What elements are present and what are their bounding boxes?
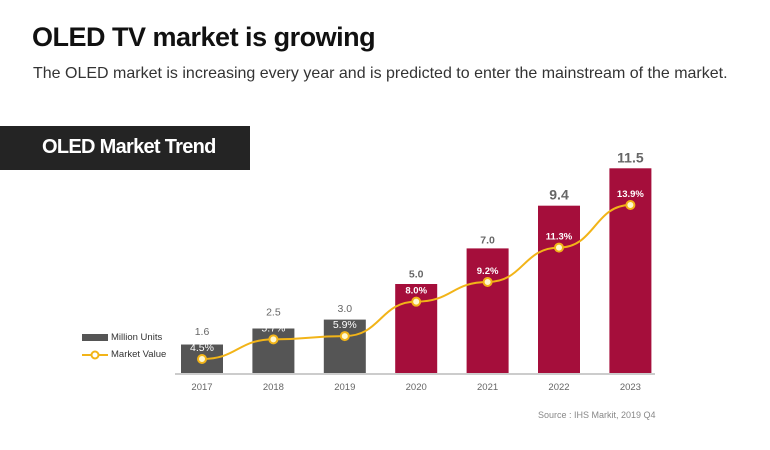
x-tick-label: 2017 <box>191 382 212 393</box>
market-value-point <box>411 296 422 307</box>
legend-line-swatch <box>82 350 108 359</box>
section-header: OLED Market Trend <box>0 126 250 170</box>
legend-label: Million Units <box>111 332 163 343</box>
x-tick-label: 2018 <box>263 382 284 393</box>
bar-value-label: 3.0 <box>337 303 352 315</box>
bar <box>323 319 366 373</box>
bar <box>466 248 509 373</box>
market-value-label: 5.7% <box>261 322 285 334</box>
bar-value-label: 2.5 <box>266 306 281 318</box>
x-tick-label: 2020 <box>406 382 427 393</box>
x-tick-label: 2021 <box>477 382 498 393</box>
market-value-label: 8.0% <box>405 286 427 297</box>
x-tick-label: 2022 <box>548 382 569 393</box>
market-value-point <box>268 334 279 345</box>
market-value-label: 4.5% <box>190 342 214 354</box>
market-value-label: 5.9% <box>333 319 357 331</box>
market-value-point <box>625 200 636 210</box>
bar-value-label: 11.5 <box>617 149 644 165</box>
market-value-point <box>482 277 493 287</box>
bar-value-label: 9.4 <box>549 187 569 203</box>
market-value-point <box>339 331 350 342</box>
market-value-point <box>197 354 207 364</box>
source-note: Source : IHS Markit, 2019 Q4 <box>538 410 656 420</box>
page-title: OLED TV market is growing <box>32 22 376 52</box>
bar-value-label: 5.0 <box>409 269 424 281</box>
bar-value-label: 7.0 <box>480 234 495 246</box>
legend-item-units: Million Units <box>82 332 162 343</box>
bar-value-label: 1.6 <box>195 326 210 338</box>
market-value-label: 11.3% <box>546 232 573 243</box>
bar <box>538 205 580 373</box>
section-title: OLED Market Trend <box>42 136 216 158</box>
market-value-label: 9.2% <box>477 266 499 277</box>
x-tick-label: 2023 <box>620 382 641 393</box>
market-value-label: 13.9% <box>617 189 644 200</box>
legend-bar-swatch <box>82 334 108 341</box>
legend-label: Market Value <box>111 349 167 360</box>
x-tick-label: 2019 <box>334 382 355 393</box>
market-value-point <box>554 242 564 253</box>
page-subtitle: The OLED market is increasing every year… <box>33 65 728 82</box>
legend-item-value: Market Value <box>82 349 166 360</box>
